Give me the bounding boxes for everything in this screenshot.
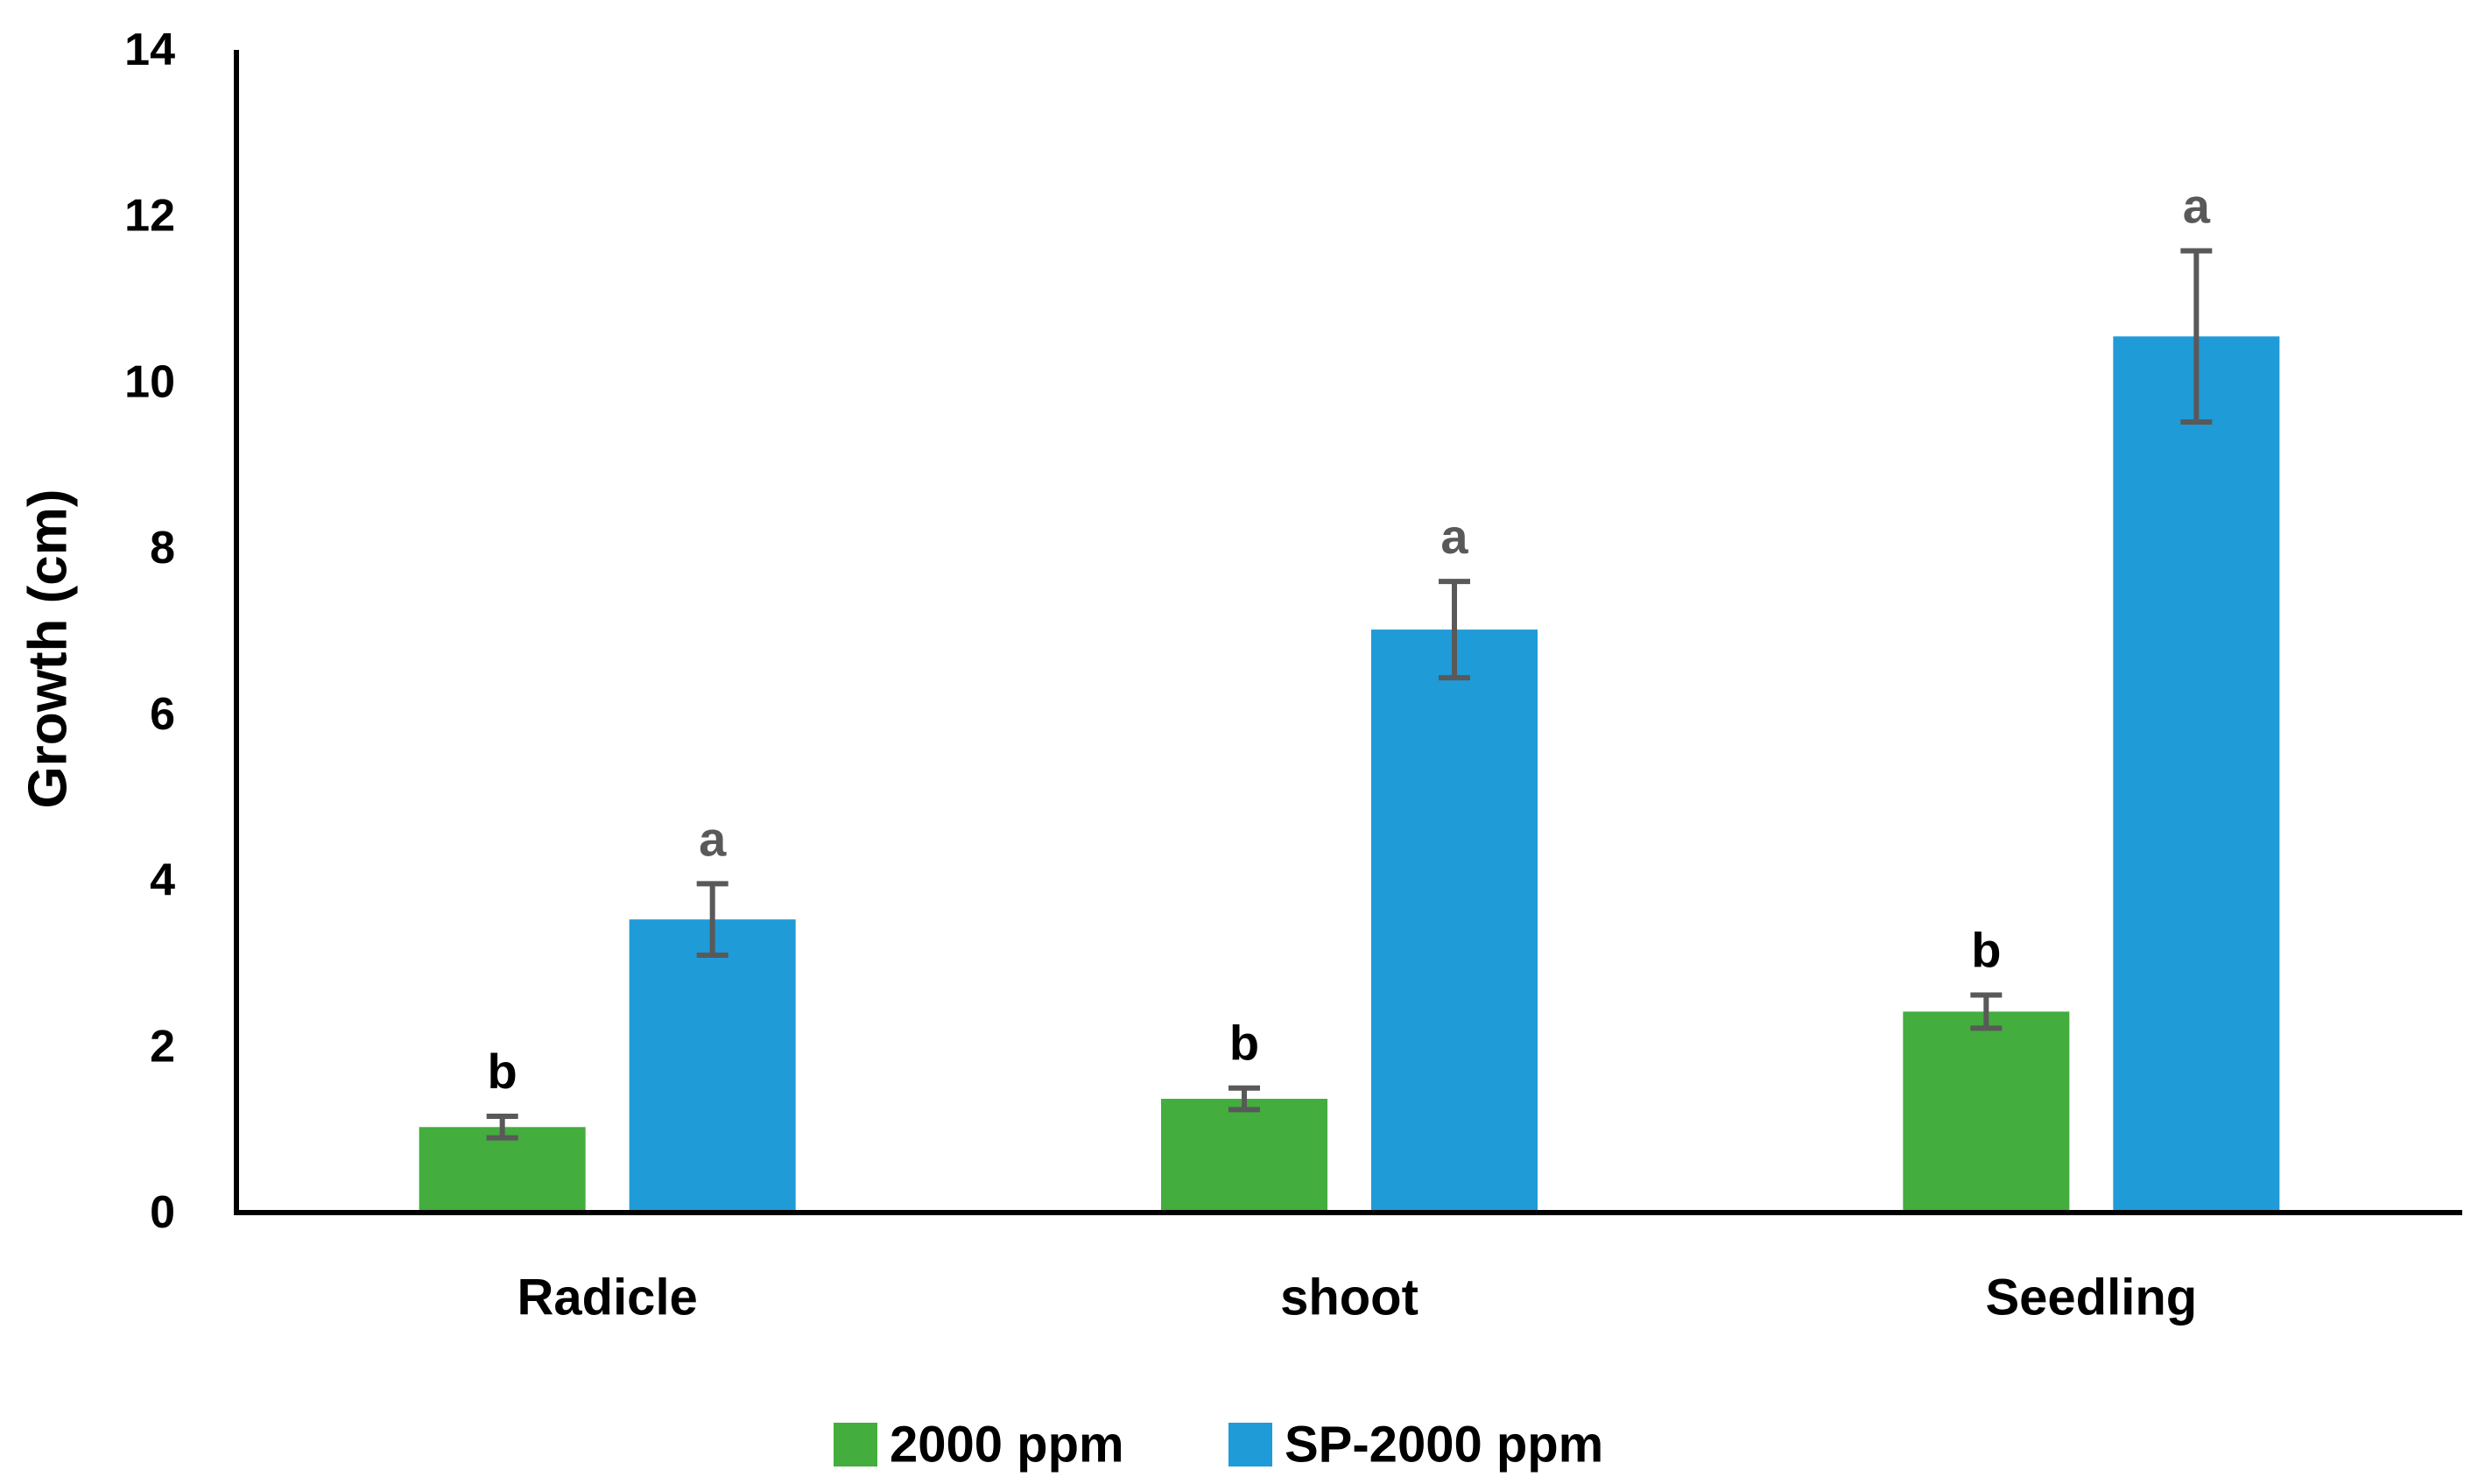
bars <box>419 336 2280 1213</box>
legend-label: 2000 ppm <box>890 1417 1124 1473</box>
y-tick-label: 8 <box>150 523 175 573</box>
legend-swatch <box>834 1423 877 1466</box>
legend-label: SP-2000 ppm <box>1285 1417 1603 1473</box>
category-label: Radicle <box>517 1269 698 1326</box>
legend: 2000 ppm SP-2000 ppm <box>834 1417 1603 1473</box>
significance-label: b <box>1229 1016 1259 1071</box>
y-tick-label: 0 <box>150 1187 175 1238</box>
category-label: shoot <box>1280 1269 1419 1326</box>
bar <box>1903 1011 2070 1213</box>
y-tick-label: 2 <box>150 1021 175 1072</box>
bar <box>629 919 796 1213</box>
legend-swatch <box>1228 1423 1272 1466</box>
bar <box>2113 336 2280 1213</box>
y-tick-label: 4 <box>150 855 175 906</box>
error-bars <box>486 248 2213 1141</box>
y-tick-label: 6 <box>150 689 175 740</box>
y-tick-label: 12 <box>124 191 175 242</box>
y-tick-label: 14 <box>124 25 175 75</box>
y-tick-label: 10 <box>124 356 175 407</box>
significance-label: a <box>699 811 727 866</box>
significance-label: a <box>2183 179 2211 234</box>
significance-labels: b a b a b a <box>488 179 2211 1099</box>
significance-label: b <box>1971 922 2001 977</box>
y-axis-label: Growth (cm) <box>18 489 79 808</box>
bar <box>1371 629 1538 1213</box>
category-labels: Radicle shoot Seedling <box>517 1269 2198 1326</box>
category-label: Seedling <box>1985 1269 2197 1326</box>
y-axis-ticks: 0 2 4 6 8 10 12 14 <box>124 25 175 1238</box>
significance-label: a <box>1440 509 1468 564</box>
bar <box>419 1127 586 1213</box>
bar <box>1161 1099 1327 1213</box>
significance-label: b <box>488 1044 517 1099</box>
